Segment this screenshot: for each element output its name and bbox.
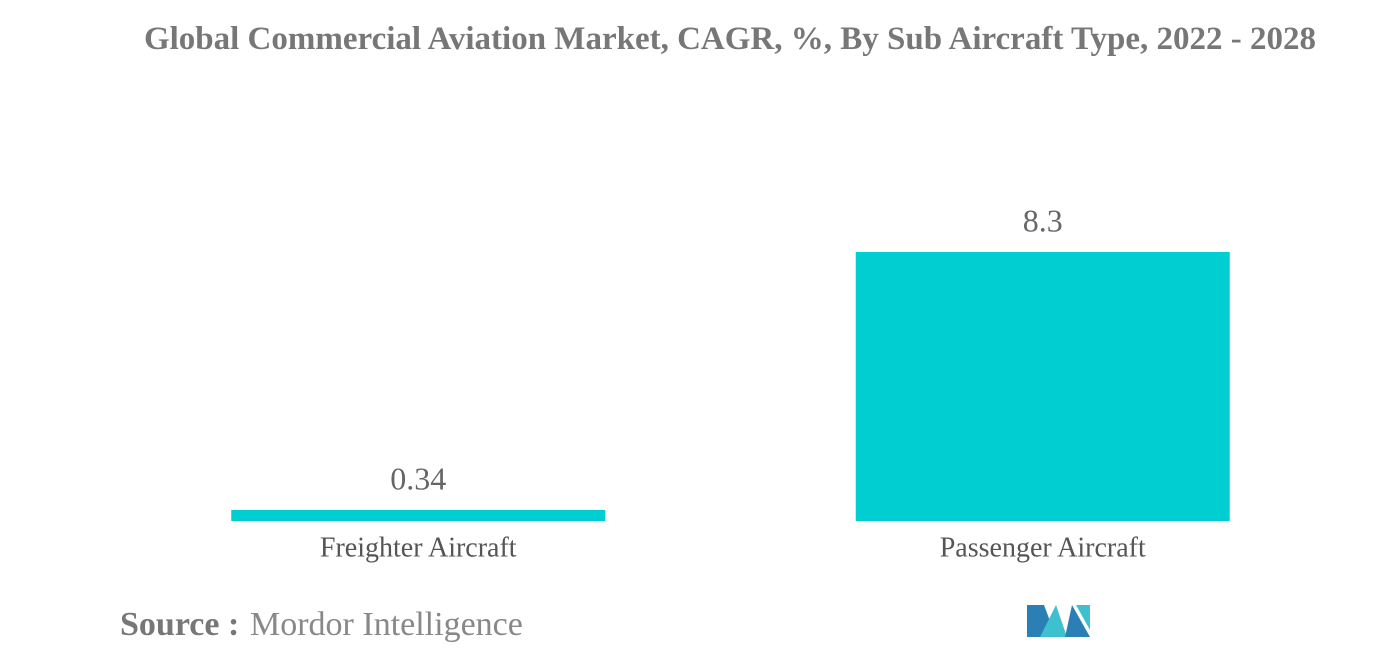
chart-title: Global Commercial Aviation Market, CAGR,… xyxy=(143,21,1317,57)
value-label: 8.3 xyxy=(1023,202,1063,238)
bar xyxy=(855,252,1230,521)
value-label: 0.34 xyxy=(390,460,446,496)
source-label: Source : xyxy=(120,606,239,643)
x-tick-label: Freighter Aircraft xyxy=(320,532,517,563)
x-tick-label: Passenger Aircraft xyxy=(940,532,1146,563)
logo xyxy=(1027,605,1090,637)
source: Mordor Intelligence xyxy=(250,606,523,643)
bar xyxy=(231,509,606,521)
